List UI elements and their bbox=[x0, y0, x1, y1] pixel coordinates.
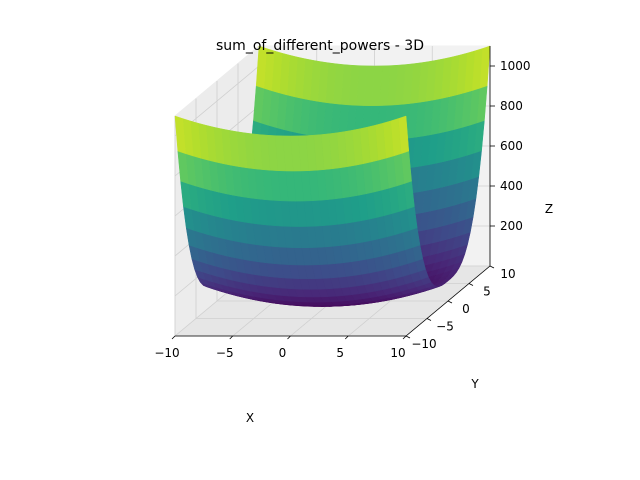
y-tick-mark bbox=[447, 300, 453, 304]
y-tick-mark bbox=[468, 283, 474, 286]
chart-title: sum_of_different_powers - 3D bbox=[216, 38, 424, 54]
x-axis-label: X bbox=[246, 411, 254, 425]
z-tick-label: 400 bbox=[500, 179, 523, 193]
x-tick-label: 10 bbox=[390, 346, 405, 360]
x-tick-mark bbox=[171, 335, 176, 340]
surface-patch bbox=[174, 115, 186, 154]
z-tick-label: 600 bbox=[500, 139, 523, 153]
z-tick-label: 800 bbox=[500, 99, 523, 113]
y-tick-label: 0 bbox=[462, 302, 470, 316]
x-tick-mark bbox=[402, 335, 407, 340]
z-tick-label: 200 bbox=[500, 219, 523, 233]
surface-patch bbox=[255, 45, 267, 89]
z-axis-label: Z bbox=[545, 202, 553, 216]
y-tick-label: −10 bbox=[411, 337, 436, 351]
y-tick-label: 5 bbox=[483, 285, 491, 299]
y-tick-mark bbox=[426, 318, 432, 321]
y-tick-mark bbox=[489, 265, 495, 269]
y-tick-label: −5 bbox=[436, 320, 454, 334]
x-tick-mark bbox=[344, 335, 349, 340]
z-tick-label: 1000 bbox=[500, 59, 531, 73]
y-axis-label: Y bbox=[470, 377, 479, 391]
x-tick-label: −5 bbox=[216, 346, 234, 360]
x-tick-mark bbox=[229, 335, 234, 340]
x-tick-label: −10 bbox=[154, 346, 179, 360]
x-tick-label: 0 bbox=[279, 346, 287, 360]
x-tick-mark bbox=[287, 335, 291, 340]
x-tick-label: 5 bbox=[336, 346, 344, 360]
y-tick-mark bbox=[405, 335, 411, 339]
surface-plot bbox=[174, 45, 491, 307]
y-tick-label: 10 bbox=[500, 267, 515, 281]
